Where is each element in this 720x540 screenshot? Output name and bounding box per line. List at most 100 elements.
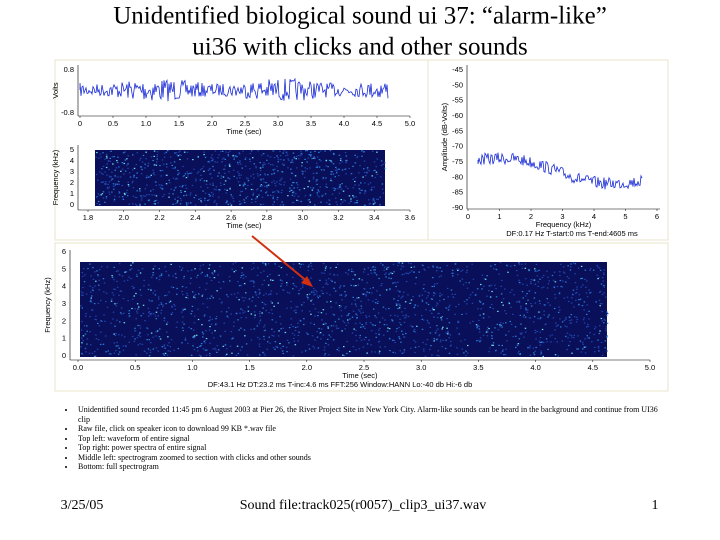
spectrogram-pixel	[299, 320, 302, 322]
spectrogram-pixel	[164, 347, 166, 349]
spectrogram-pixel	[570, 319, 573, 321]
spectrogram-pixel	[227, 203, 230, 205]
y-tick-label: -45	[452, 65, 463, 74]
spectrogram-pixel	[128, 185, 130, 187]
spectrogram-pixel	[161, 185, 164, 187]
spectrogram-pixel	[587, 323, 589, 325]
spectrogram-pixel	[492, 344, 494, 346]
spectrogram-pixel	[444, 347, 447, 350]
spectrogram-pixel	[228, 164, 231, 166]
spectrogram-pixel	[257, 296, 260, 298]
spectrogram-pixel	[324, 193, 327, 195]
spectrogram-pixel	[439, 292, 441, 294]
spectrogram-pixel	[193, 322, 196, 324]
spectrogram-pixel	[276, 293, 278, 295]
spectrogram-pixel	[123, 151, 126, 153]
spectrogram-pixel	[438, 335, 440, 337]
spectrogram-pixel	[459, 280, 461, 282]
spectrogram-pixel	[437, 328, 439, 330]
spectrogram-pixel	[555, 322, 557, 324]
spectrogram-pixel	[124, 193, 126, 196]
spectrogram-pixel	[550, 341, 552, 343]
spectrogram-pixel	[398, 303, 401, 305]
spectrogram-pixel	[280, 179, 282, 181]
spectrogram-pixel	[543, 310, 545, 312]
spectrogram-pixel	[168, 192, 170, 195]
spectrogram-pixel	[364, 171, 366, 173]
spectrogram-pixel	[320, 312, 323, 314]
spectrogram-pixel	[518, 279, 520, 281]
spectrogram-pixel	[245, 276, 247, 278]
spectrogram-pixel	[262, 164, 264, 166]
spectrogram-pixel	[318, 327, 320, 330]
spectrogram-pixel	[374, 272, 376, 274]
spectrogram-pixel	[271, 302, 273, 304]
spectrogram-pixel	[471, 263, 473, 265]
spectrogram-pixel	[371, 175, 373, 177]
spectrogram-pixel	[312, 178, 315, 180]
spectrogram-pixel	[348, 167, 350, 170]
spectrogram-pixel	[478, 339, 480, 341]
spectrogram-pixel	[597, 347, 600, 349]
spectrogram-pixel	[270, 293, 272, 295]
spectrogram-pixel	[323, 346, 326, 348]
spectrogram-pixel	[140, 173, 143, 175]
spectrogram-pixel	[154, 290, 156, 292]
spectrogram-pixel	[233, 156, 236, 158]
spectrogram-pixel	[541, 328, 544, 331]
spectrogram-pixel	[250, 328, 252, 330]
spectrogram-pixel	[218, 196, 220, 198]
spectrogram-pixel	[333, 274, 336, 276]
spectrogram-pixel	[111, 191, 113, 193]
spectrogram-pixel	[309, 167, 311, 169]
spectrogram-pixel	[499, 324, 501, 326]
spectrogram-pixel	[187, 175, 189, 177]
spectrogram-pixel	[122, 345, 125, 347]
spectrogram-pixel	[116, 319, 118, 321]
spectrogram-pixel	[598, 350, 600, 352]
spectrogram-pixel	[238, 174, 240, 177]
spectrogram-pixel	[337, 327, 340, 329]
spectrogram-pixel	[480, 283, 482, 286]
spectrogram-pixel	[394, 352, 397, 354]
spectrogram-pixel	[322, 178, 324, 180]
spectrogram-pixel	[89, 316, 91, 318]
spectrogram-pixel	[409, 302, 411, 304]
spectrogram-pixel	[175, 178, 177, 180]
spectrogram-pixel	[113, 352, 116, 354]
y-tick-label: 1	[70, 189, 74, 198]
spectrogram-pixel	[203, 314, 206, 316]
spectrogram-pixel	[265, 192, 267, 194]
spectrogram-pixel	[314, 308, 317, 310]
spectrogram-pixel	[169, 156, 172, 158]
spectrogram-pixel	[309, 194, 312, 196]
spectrogram-pixel	[293, 156, 295, 158]
spectrogram-pixel	[291, 172, 294, 175]
spectrogram-pixel	[502, 298, 505, 300]
spectrogram-pixel	[170, 313, 173, 315]
spectrogram-pixel	[334, 188, 337, 190]
y-tick-label: 6	[62, 247, 66, 256]
spectrogram-pixel	[565, 317, 567, 319]
spectrogram-pixel	[293, 340, 296, 342]
spectrogram-pixel	[469, 294, 472, 296]
y-tick-label: -70	[452, 142, 463, 151]
spectrogram-pixel	[605, 328, 607, 330]
spectrogram-pixel	[121, 334, 123, 336]
spectrogram-pixel	[252, 280, 254, 282]
spectrogram-pixel	[200, 343, 203, 345]
spectrogram-pixel	[158, 304, 160, 306]
spectrogram-pixel	[374, 351, 376, 353]
spectrogram-pixel	[518, 262, 520, 264]
spectrogram-pixel	[297, 195, 300, 197]
spectrogram-pixel	[110, 322, 112, 324]
spectrogram-pixel	[179, 154, 181, 156]
spectrogram-pixel	[174, 308, 176, 310]
spectrogram-pixel	[246, 195, 249, 198]
spectrogram-pixel	[174, 167, 176, 170]
spectrogram-pixel	[536, 330, 538, 333]
footer-date: 3/25/05	[61, 498, 104, 513]
spectrogram-pixel	[297, 200, 300, 202]
spectrogram-pixel	[575, 299, 577, 301]
spectrogram-pixel	[431, 312, 433, 314]
